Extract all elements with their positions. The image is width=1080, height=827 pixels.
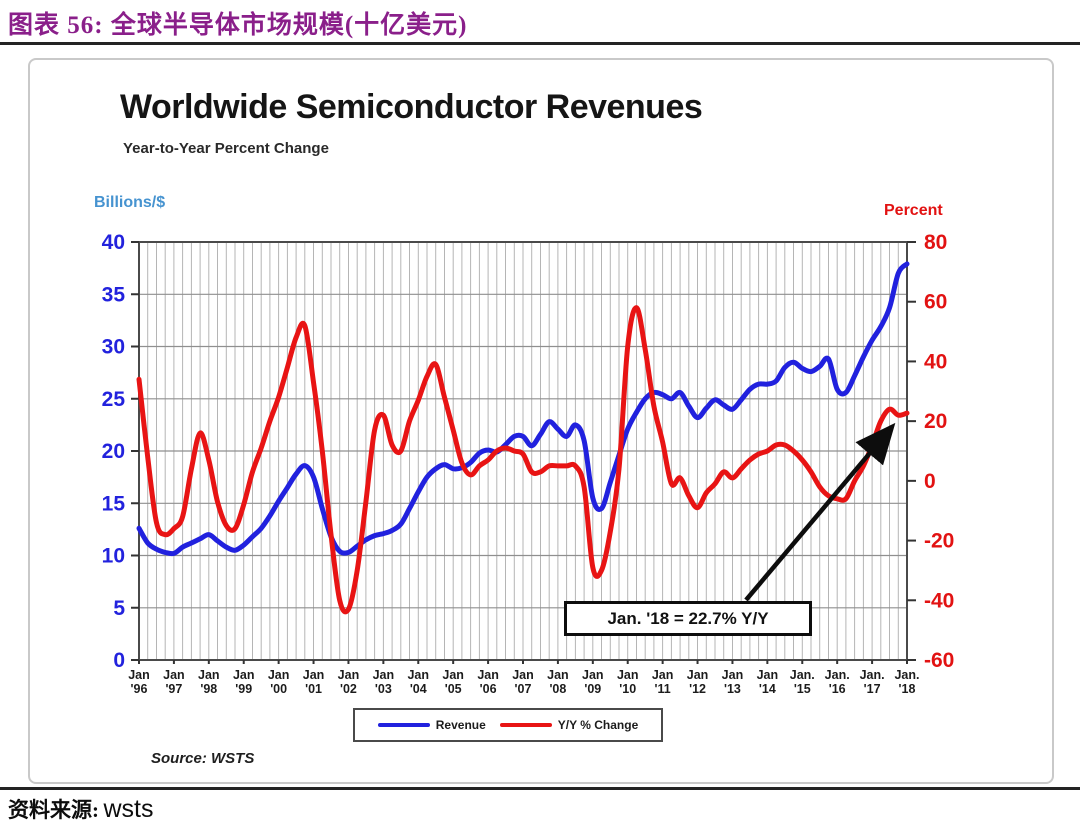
x-tick-month: Jan xyxy=(373,668,395,682)
left-tick-label: 10 xyxy=(102,545,125,568)
x-tick-year: '97 xyxy=(165,682,182,696)
x-tick-year: '05 xyxy=(445,682,462,696)
right-tick-label: 20 xyxy=(924,410,947,433)
x-tick-year: '06 xyxy=(480,682,497,696)
x-tick-month: Jan. xyxy=(790,668,815,682)
chart-title: Worldwide Semiconductor Revenues xyxy=(120,88,703,126)
left-tick-label: 15 xyxy=(102,492,126,515)
x-axis-labels: Jan'96Jan'97Jan'98Jan'99Jan'00Jan'01Jan'… xyxy=(128,660,920,696)
revenue-line xyxy=(136,261,910,557)
x-tick-month: Jan xyxy=(128,668,150,682)
right-axis-title: Percent xyxy=(884,202,943,219)
x-tick-month: Jan. xyxy=(894,668,919,682)
page-title: 图表 56: 全球半导体市场规模(十亿美元) xyxy=(8,12,468,39)
legend-label-revenue: Revenue xyxy=(435,718,486,732)
x-tick-year: '13 xyxy=(724,682,741,696)
left-tick-label: 35 xyxy=(102,283,126,306)
x-tick-year: '12 xyxy=(689,682,706,696)
x-tick-month: Jan xyxy=(163,668,185,682)
legend-label-yoy: Y/Y % Change xyxy=(557,718,639,732)
left-tick-label: 30 xyxy=(102,336,125,359)
revenue-line-swatch xyxy=(377,723,430,727)
legend-item-yoy: Y/Y % Change xyxy=(499,718,639,732)
x-tick-year: '02 xyxy=(340,682,357,696)
chart-source: Source: WSTS xyxy=(151,750,255,767)
x-tick-month: Jan. xyxy=(825,668,850,682)
x-tick-month: Jan xyxy=(477,668,499,682)
x-tick-year: '08 xyxy=(549,682,566,696)
x-tick-year: '03 xyxy=(375,682,392,696)
yoy-line-swatch xyxy=(499,723,552,727)
x-tick-month: Jan xyxy=(198,668,220,682)
x-tick-year: '07 xyxy=(515,682,532,696)
legend-item-revenue: Revenue xyxy=(377,718,486,732)
x-tick-year: '09 xyxy=(584,682,601,696)
right-tick-label: -60 xyxy=(924,649,954,672)
footer-source-label: 资料来源: xyxy=(8,798,99,822)
left-tick-label: 40 xyxy=(102,231,125,254)
left-tick-label: 0 xyxy=(113,649,125,672)
left-axis-title: Billions/$ xyxy=(94,194,166,211)
footer-source-value: wsts xyxy=(103,795,154,823)
right-tick-label: 80 xyxy=(924,231,947,254)
x-tick-month: Jan xyxy=(757,668,779,682)
x-tick-year: '98 xyxy=(200,682,217,696)
chart-subtitle: Year-to-Year Percent Change xyxy=(123,140,329,157)
x-tick-month: Jan xyxy=(338,668,360,682)
x-tick-month: Jan xyxy=(687,668,709,682)
annotation-arrow xyxy=(744,422,896,602)
right-tick-label: 60 xyxy=(924,291,947,314)
x-tick-month: Jan xyxy=(407,668,429,682)
x-tick-year: '99 xyxy=(235,682,252,696)
x-tick-year: '04 xyxy=(410,682,427,696)
x-tick-month: Jan xyxy=(268,668,290,682)
x-tick-month: Jan xyxy=(617,668,639,682)
header-divider xyxy=(0,42,1080,45)
x-tick-year: '10 xyxy=(619,682,636,696)
x-tick-year: '96 xyxy=(131,682,148,696)
x-tick-year: '15 xyxy=(794,682,811,696)
left-axis-ticks: 40 35 30 25 20 15 10 5 0 xyxy=(102,231,139,672)
x-tick-month: Jan xyxy=(303,668,325,682)
x-tick-year: '01 xyxy=(305,682,322,696)
x-tick-year: '14 xyxy=(759,682,776,696)
x-tick-month: Jan xyxy=(512,668,534,682)
left-tick-label: 5 xyxy=(113,597,125,620)
left-tick-label: 25 xyxy=(102,388,126,411)
x-tick-year: '00 xyxy=(270,682,287,696)
chart-image: 40 35 30 25 20 15 10 5 0 80 60 40 20 0 -20 -40 -60 Jan '96… xyxy=(28,58,1054,784)
x-tick-year: '17 xyxy=(864,682,881,696)
x-tick-month: Jan xyxy=(652,668,674,682)
chart-plot-area: 4035302520151050806040200-20-40-60Jan'96… xyxy=(102,231,955,696)
x-tick-year: '16 xyxy=(829,682,846,696)
x-tick-year: '11 xyxy=(655,682,671,696)
x-tick-month: Jan xyxy=(547,668,569,682)
x-tick-month: Jan xyxy=(722,668,744,682)
x-tick-month: Jan xyxy=(233,668,255,682)
right-tick-label: 40 xyxy=(924,350,947,373)
footer-source: 资料来源: wsts xyxy=(8,794,153,824)
legend: Revenue Y/Y % Change xyxy=(353,708,663,742)
yoy-change-line xyxy=(136,305,910,615)
right-tick-label: -40 xyxy=(924,589,954,612)
x-tick-year: '18 xyxy=(899,682,916,696)
footer-divider xyxy=(0,787,1080,790)
annotation-callout: Jan. '18 = 22.7% Y/Y xyxy=(564,601,812,636)
x-tick-month: Jan. xyxy=(860,668,885,682)
x-tick-month: Jan xyxy=(582,668,604,682)
left-tick-label: 20 xyxy=(102,440,125,463)
right-tick-label: -20 xyxy=(924,530,954,553)
right-tick-label: 0 xyxy=(924,470,936,493)
right-axis-ticks: 80 60 40 20 0 -20 -40 -60 xyxy=(907,231,954,672)
x-tick-month: Jan xyxy=(442,668,464,682)
